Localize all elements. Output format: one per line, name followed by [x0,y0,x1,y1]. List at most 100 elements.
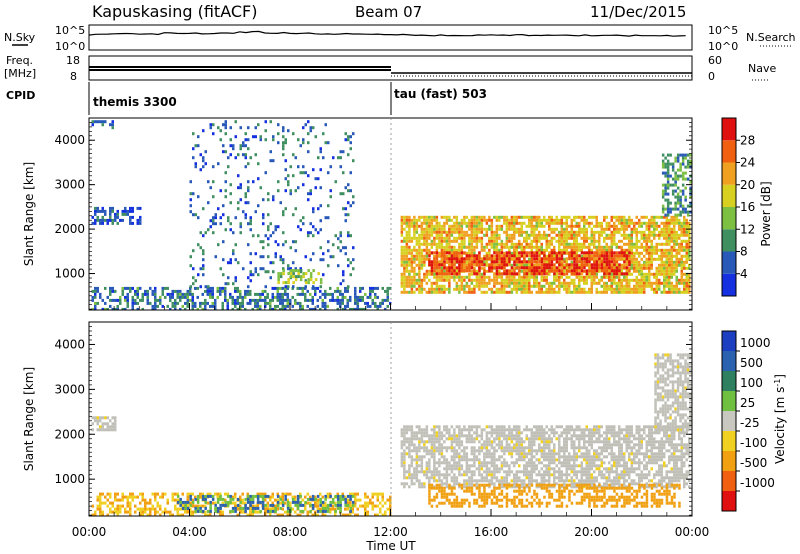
power-cell [510,287,514,291]
power-cell [349,295,352,299]
power-cell [580,245,583,249]
power-cell [433,215,436,219]
power-cell [470,281,474,285]
power-cell [224,132,227,136]
power-cell [450,248,454,252]
velocity-cell [141,492,144,496]
power-cell [332,243,335,247]
power-cell [227,156,230,160]
power-cell [473,263,476,267]
power-cell [403,287,406,291]
power-cell [458,257,461,261]
power-cell [319,295,322,299]
power-cell [420,257,424,261]
power-cell [670,215,673,219]
power-cell [658,224,661,228]
velocity-cell [420,446,424,450]
power-cell [408,230,411,234]
velocity-cell [226,492,229,496]
velocity-cell [420,455,424,459]
power-cell [493,242,496,246]
power-cell [668,224,671,228]
power-cell [249,270,252,274]
power-cell [381,301,384,305]
power-cell [670,284,673,288]
power-cell [478,263,481,267]
power-cell [538,266,541,270]
power-cell [633,278,636,282]
power-cell [570,251,574,255]
power-cell [663,272,666,276]
power-cell [473,269,476,273]
power-cell [675,266,678,270]
power-cell [296,292,299,296]
power-cell [189,292,192,296]
power-cell [480,278,484,282]
power-cell [410,269,414,273]
velocity-cell [304,507,307,511]
power-cell [247,189,250,193]
power-cell [164,286,167,290]
power-cell [191,292,194,296]
power-cell [555,221,558,225]
power-cell [615,245,618,249]
power-cell [498,215,501,219]
power-cell [202,165,205,169]
power-cell [161,286,164,290]
power-cell [465,254,469,258]
power-cell [685,272,688,276]
power-cell [528,254,531,258]
velocity-cell [289,501,292,505]
power-cell [613,266,616,270]
power-cell [136,301,139,305]
power-cell [352,132,355,136]
velocity-cell [154,507,157,511]
power-cell [518,275,521,279]
power-cell [664,183,667,187]
power-cell [595,248,598,252]
power-cell [535,275,538,279]
velocity-cell [381,492,384,496]
velocity-cell [403,425,406,429]
power-cell [430,218,434,222]
velocity-cell [254,510,257,514]
power-cell [605,272,609,276]
velocity-cell [384,510,387,514]
power-cell [423,272,426,276]
power-cell [674,180,677,184]
power-cell [408,218,411,222]
power-cell [483,260,486,264]
power-cell [685,248,688,252]
power-cell [630,221,633,225]
power-cell [99,120,102,124]
velocity-cell [289,509,292,513]
power-cell [257,123,260,127]
velocity-cell [319,503,322,507]
power-cell [660,227,663,231]
power-cell [101,206,104,210]
power-cell [311,286,314,290]
power-cell [430,239,434,243]
power-cell [453,275,456,279]
power-cell [296,286,299,290]
velocity-cell [214,492,217,496]
velocity-cell [204,504,207,508]
power-cell [460,245,464,249]
power-cell [625,242,628,246]
power-cell [605,251,609,255]
power-cell [638,245,641,249]
velocity-cell [296,494,300,498]
power-cell [339,234,342,238]
power-cell [319,246,322,250]
power-cell [483,281,486,285]
power-cell [445,230,449,234]
velocity-cell [231,495,234,499]
velocity-cell [415,479,419,483]
power-cell [543,260,546,264]
power-cell [262,222,265,226]
power-cell [645,245,648,249]
power-cell [563,284,566,288]
power-cell [675,281,678,285]
velocity-cell [241,510,244,514]
power-cell [445,248,449,252]
